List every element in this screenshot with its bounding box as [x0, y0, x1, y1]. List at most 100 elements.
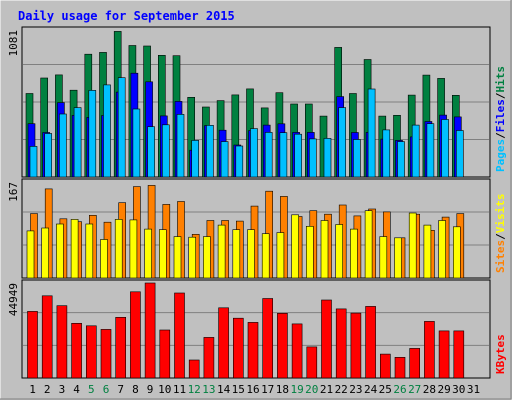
bar-kbytes	[409, 348, 421, 379]
legend-hits: Hits	[494, 66, 507, 93]
bar-pages	[220, 141, 229, 178]
bar-pages	[176, 114, 185, 178]
bar-kbytes	[277, 312, 288, 379]
bar-pages	[206, 125, 214, 178]
bar-pages	[250, 128, 258, 178]
x-tick-label: 12	[188, 383, 201, 396]
bar-visits	[114, 219, 123, 279]
x-tick-label: 5	[88, 383, 95, 396]
x-tick-label: 27	[408, 383, 421, 396]
x-tick-label: 8	[132, 383, 139, 396]
bars	[25, 31, 465, 379]
bar-kbytes	[262, 298, 274, 379]
x-tick-label: 7	[117, 383, 124, 396]
ymax-label-requests: 1081	[7, 30, 20, 57]
bar-pages	[59, 113, 67, 178]
x-tick-label: 18	[276, 383, 289, 396]
x-tick-label: 30	[452, 383, 465, 396]
bar-kbytes	[218, 307, 229, 379]
bar-visits	[26, 230, 35, 279]
x-tick-label: 1	[29, 383, 36, 396]
bar-kbytes	[424, 321, 435, 379]
bar-pages	[235, 145, 244, 178]
bar-pages	[411, 124, 420, 178]
bar-kbytes	[41, 295, 53, 379]
ymax-label-volume: 44949	[7, 283, 20, 316]
x-tick-label: 6	[103, 383, 110, 396]
bar-visits	[144, 228, 152, 279]
bar-kbytes	[56, 305, 68, 379]
legend-sep-3: /	[494, 233, 507, 240]
bar-visits	[159, 229, 167, 279]
bar-kbytes	[144, 282, 156, 379]
bar-visits	[203, 236, 211, 279]
bar-pages	[264, 132, 273, 178]
bar-pages	[147, 126, 155, 178]
legend-sep-2: /	[494, 92, 507, 99]
bar-kbytes	[188, 359, 200, 379]
bar-kbytes	[350, 312, 362, 379]
bar-kbytes	[438, 330, 450, 379]
bar-kbytes	[115, 316, 126, 379]
x-tick-label: 24	[364, 383, 378, 396]
x-tick-label: 15	[232, 383, 245, 396]
bar-pages	[162, 124, 170, 178]
ymax-label-visitors: 167	[7, 182, 20, 202]
bar-pages	[294, 133, 302, 178]
bar-visits	[291, 214, 299, 279]
x-tick-label: 10	[158, 383, 171, 396]
bar-visits	[379, 236, 388, 279]
x-tick-label: 23	[349, 383, 362, 396]
bar-visits	[261, 233, 270, 279]
bar-pages	[397, 141, 405, 178]
bar-visits	[452, 226, 461, 279]
bar-kbytes	[365, 306, 376, 379]
bar-pages	[426, 123, 435, 178]
bar-kbytes	[174, 292, 185, 379]
bar-pages	[382, 129, 391, 178]
x-tick-label: 11	[173, 383, 186, 396]
bar-visits	[173, 236, 182, 279]
bar-visits	[56, 223, 64, 279]
bar-visits	[364, 210, 373, 279]
bar-visits	[335, 224, 344, 279]
x-tick-label: 2	[44, 383, 51, 396]
bar-kbytes	[247, 322, 259, 379]
bar-pages	[441, 119, 449, 178]
bar-pages	[279, 132, 288, 178]
legend-visits: Visits	[494, 194, 507, 234]
x-tick-label: 9	[147, 383, 154, 396]
bar-kbytes	[453, 330, 465, 379]
x-tick-label: 22	[335, 383, 348, 396]
bar-visits	[408, 212, 417, 279]
bar-visits	[85, 223, 94, 279]
bar-visits	[232, 229, 241, 279]
bar-pages	[191, 140, 199, 178]
bar-kbytes	[291, 323, 303, 379]
bar-kbytes	[379, 353, 391, 379]
bar-pages	[455, 130, 464, 178]
bar-pages	[353, 139, 361, 178]
x-tick-label: 31	[467, 383, 480, 396]
x-tick-label: 16	[246, 383, 259, 396]
bar-pages	[367, 88, 376, 178]
x-tick-label: 21	[320, 383, 333, 396]
bar-pages	[308, 138, 317, 178]
bar-kbytes	[27, 311, 38, 379]
bar-kbytes	[335, 308, 347, 379]
bar-visits	[247, 229, 255, 279]
bar-kbytes	[100, 329, 112, 379]
x-tick-label: 4	[73, 383, 80, 396]
legend-files: Files	[494, 99, 507, 132]
bar-pages	[73, 107, 82, 178]
legend-sep-1: /	[494, 132, 507, 139]
bar-pages	[117, 77, 126, 178]
bar-kbytes	[394, 356, 406, 379]
legend-requests: Pages/Files/Hits	[494, 66, 507, 172]
legend-pages: Pages	[494, 139, 507, 172]
x-tick-label: 26	[393, 383, 406, 396]
bar-visits	[276, 232, 285, 279]
bar-visits	[41, 227, 50, 279]
bar-pages	[44, 133, 53, 178]
bar-kbytes	[321, 299, 332, 379]
